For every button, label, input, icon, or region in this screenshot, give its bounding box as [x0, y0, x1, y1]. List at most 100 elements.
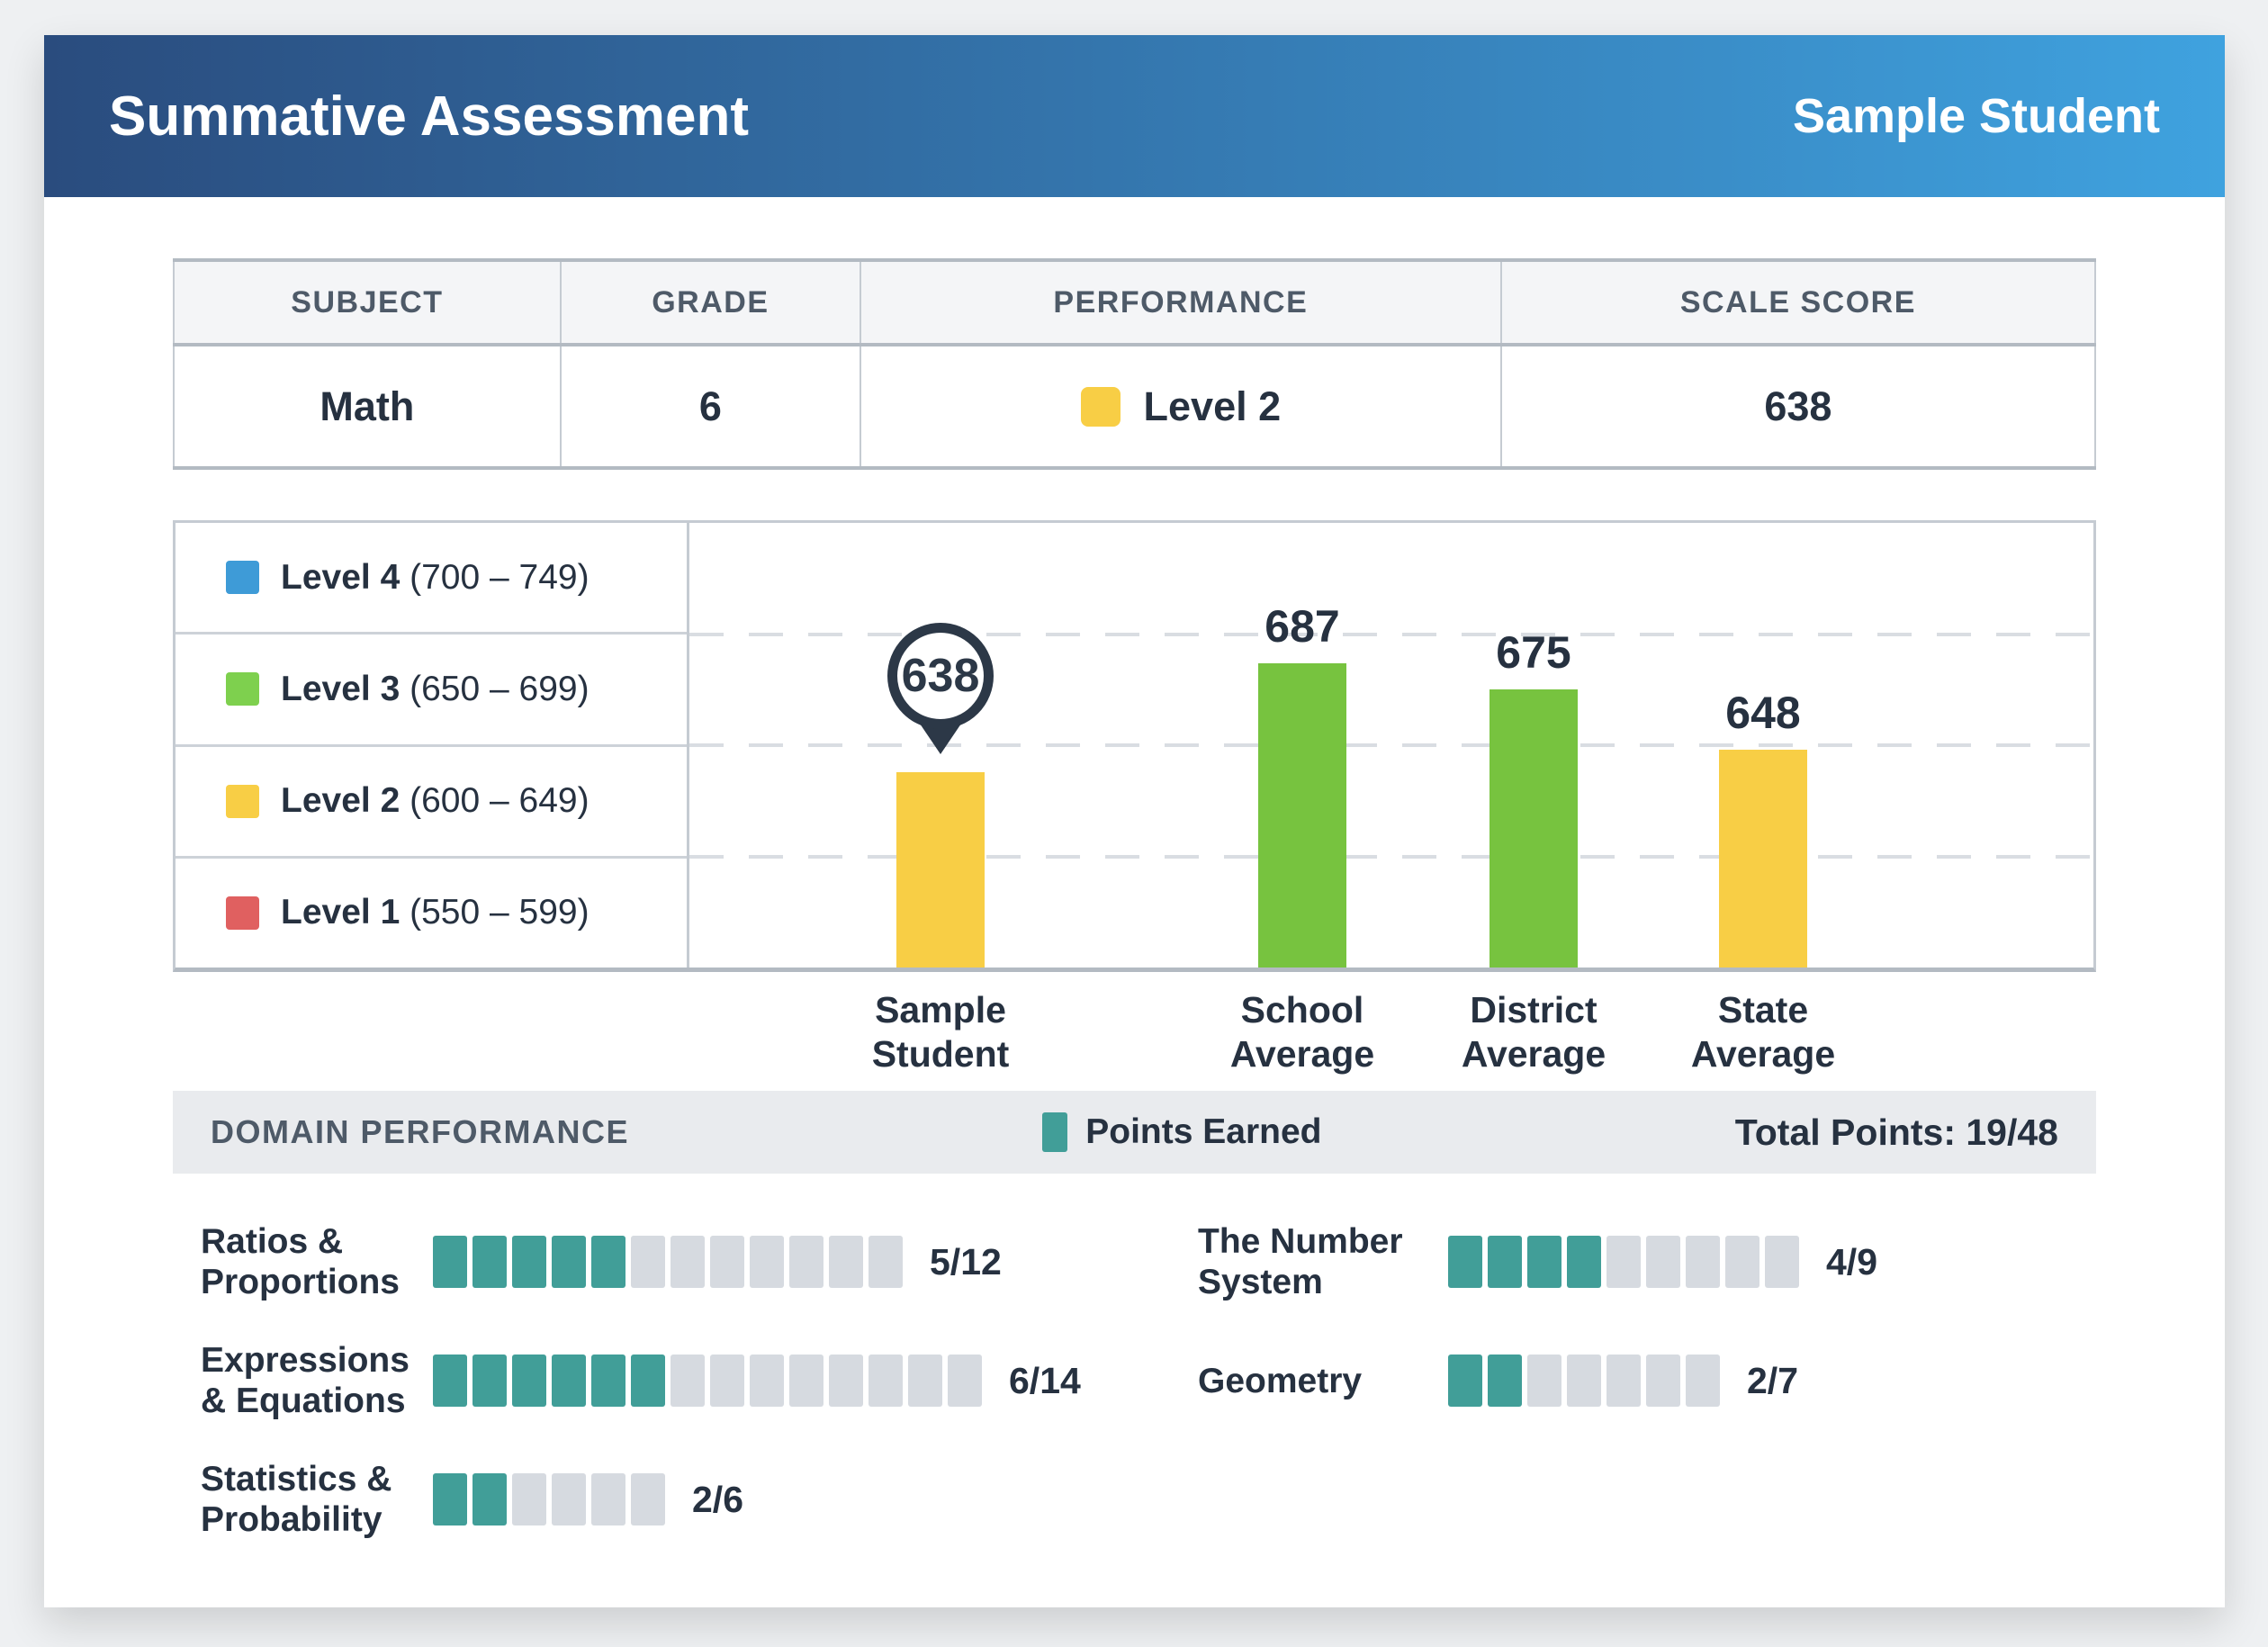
domain-row-statistics-probability: Statistics & Probability 2/6	[173, 1440, 1198, 1559]
points-earned-label: Points Earned	[1085, 1112, 1322, 1151]
summary-value-row: Math 6 Level 2 638	[173, 344, 2097, 470]
segment-empty	[1646, 1236, 1680, 1288]
segment-empty	[750, 1236, 784, 1288]
gridline-600	[689, 854, 2093, 859]
performance-level-swatch	[1080, 386, 1120, 427]
bar-district-average: 675	[1490, 627, 1578, 968]
segment-empty	[1646, 1354, 1680, 1407]
summary-col-header-0: SUBJECT	[173, 258, 562, 346]
performance-cell: Level 2	[859, 344, 1502, 470]
segment-earned	[1527, 1236, 1562, 1288]
summary-col-header-2: PERFORMANCE	[859, 258, 1502, 346]
summary-col-header-3: SCALE SCORE	[1499, 258, 2097, 346]
points-segments	[1448, 1236, 1804, 1288]
legend-row-level-3: Level 3 (650 – 699)	[176, 634, 687, 747]
segment-empty	[591, 1473, 626, 1526]
domain-name: The Number System	[1198, 1222, 1403, 1301]
category-label-school-average: School Average	[1229, 989, 1375, 1075]
summary-table: SUBJECT GRADE PERFORMANCE SCALE SCORE Math …	[173, 258, 2097, 470]
segment-earned	[1448, 1354, 1482, 1407]
segment-empty	[1765, 1236, 1799, 1288]
score-chart: Level 4 (700 – 749) Level 3 (650 – 699) Le…	[173, 520, 2096, 972]
points-earned-swatch	[1042, 1112, 1068, 1152]
bar-value-label: 687	[1264, 600, 1340, 652]
segment-earned	[512, 1354, 546, 1407]
segment-empty	[868, 1236, 903, 1288]
segment-empty	[829, 1354, 863, 1407]
segment-earned	[631, 1354, 665, 1407]
domain-score-fraction: 2/6	[692, 1478, 743, 1520]
category-label-state-average: State Average	[1690, 989, 1836, 1075]
subject-cell: Math	[173, 344, 562, 470]
total-points: Total Points: 19/48	[1734, 1111, 2058, 1153]
domain-row-expressions-equations: Expressions & Equations 6/14	[173, 1321, 1198, 1440]
segment-empty	[1606, 1354, 1641, 1407]
bar-value-label: 675	[1496, 627, 1571, 679]
segment-empty	[631, 1236, 665, 1288]
legend-swatch	[226, 672, 259, 706]
domain-score-fraction: 4/9	[1826, 1240, 1877, 1282]
segment-empty	[710, 1354, 744, 1407]
gridline-700	[689, 632, 2093, 636]
segment-earned	[591, 1236, 626, 1288]
points-segments	[433, 1354, 987, 1407]
legend-swatch	[226, 561, 259, 595]
segment-earned	[552, 1236, 586, 1288]
grade-cell: 6	[559, 344, 861, 470]
page-title: Summative Assessment	[109, 85, 750, 148]
segment-empty	[1686, 1236, 1720, 1288]
segment-earned	[433, 1473, 467, 1526]
segment-empty	[631, 1473, 665, 1526]
segment-empty	[710, 1236, 744, 1288]
segment-empty	[868, 1354, 903, 1407]
legend-label: Level 3 (650 – 699)	[281, 669, 590, 708]
segment-empty	[948, 1354, 982, 1407]
segment-earned	[472, 1473, 507, 1526]
report-content: SUBJECT GRADE PERFORMANCE SCALE SCORE Math …	[44, 258, 2225, 1559]
bar-plot-area: 638 687 675 648	[689, 523, 2093, 968]
summary-col-header-1: GRADE	[559, 258, 861, 346]
segment-empty	[1686, 1354, 1720, 1407]
category-label-sample-student: Sample Student	[871, 989, 1010, 1075]
domain-performance-title: DOMAIN PERFORMANCE	[211, 1113, 629, 1150]
legend-row-level-4: Level 4 (700 – 749)	[176, 523, 687, 635]
domain-score-fraction: 6/14	[1009, 1359, 1081, 1401]
legend-row-level-2: Level 2 (600 – 649)	[176, 747, 687, 859]
performance-level-label: Level 2	[1143, 382, 1282, 429]
segment-empty	[789, 1354, 824, 1407]
segment-earned	[1567, 1236, 1601, 1288]
domain-row-geometry: Geometry 2/7	[1198, 1321, 2096, 1440]
domain-row-the-number-system: The Number System 4/9	[1198, 1202, 2096, 1321]
domain-name: Geometry	[1198, 1361, 1363, 1400]
segment-earned	[552, 1354, 586, 1407]
legend-swatch	[226, 784, 259, 818]
bar-school-average: 687	[1258, 601, 1346, 968]
bar-sample-student: 638	[887, 622, 994, 968]
segment-empty	[908, 1354, 942, 1407]
summary-header-row: SUBJECT GRADE PERFORMANCE SCALE SCORE	[173, 258, 2097, 346]
segment-empty	[829, 1236, 863, 1288]
segment-earned	[472, 1236, 507, 1288]
category-label-district-average: District Average	[1461, 989, 1606, 1075]
level-legend: Level 4 (700 – 749) Level 3 (650 – 699) Le…	[176, 523, 689, 968]
points-segments	[433, 1236, 908, 1288]
report-card: Summative Assessment Sample Student SUBJ…	[44, 35, 2225, 1607]
segment-earned	[433, 1236, 467, 1288]
bar-state-average: 648	[1719, 688, 1807, 968]
domain-score-fraction: 5/12	[930, 1240, 1002, 1282]
bar-category-labels: Sample Student School Average District Ave…	[689, 988, 2096, 1078]
segment-empty	[670, 1236, 705, 1288]
segment-empty	[750, 1354, 784, 1407]
student-name: Sample Student	[1792, 89, 2160, 143]
legend-label: Level 1 (550 – 599)	[281, 893, 590, 932]
segment-earned	[433, 1354, 467, 1407]
segment-earned	[591, 1354, 626, 1407]
report-header: Summative Assessment Sample Student	[44, 35, 2225, 197]
segment-empty	[789, 1236, 824, 1288]
segment-empty	[1567, 1354, 1601, 1407]
points-segments	[1448, 1354, 1725, 1407]
points-earned-legend: Points Earned	[1042, 1112, 1322, 1152]
legend-label: Level 2 (600 – 649)	[281, 781, 590, 821]
domain-name: Ratios & Proportions	[201, 1222, 400, 1301]
legend-label: Level 4 (700 – 749)	[281, 557, 590, 597]
